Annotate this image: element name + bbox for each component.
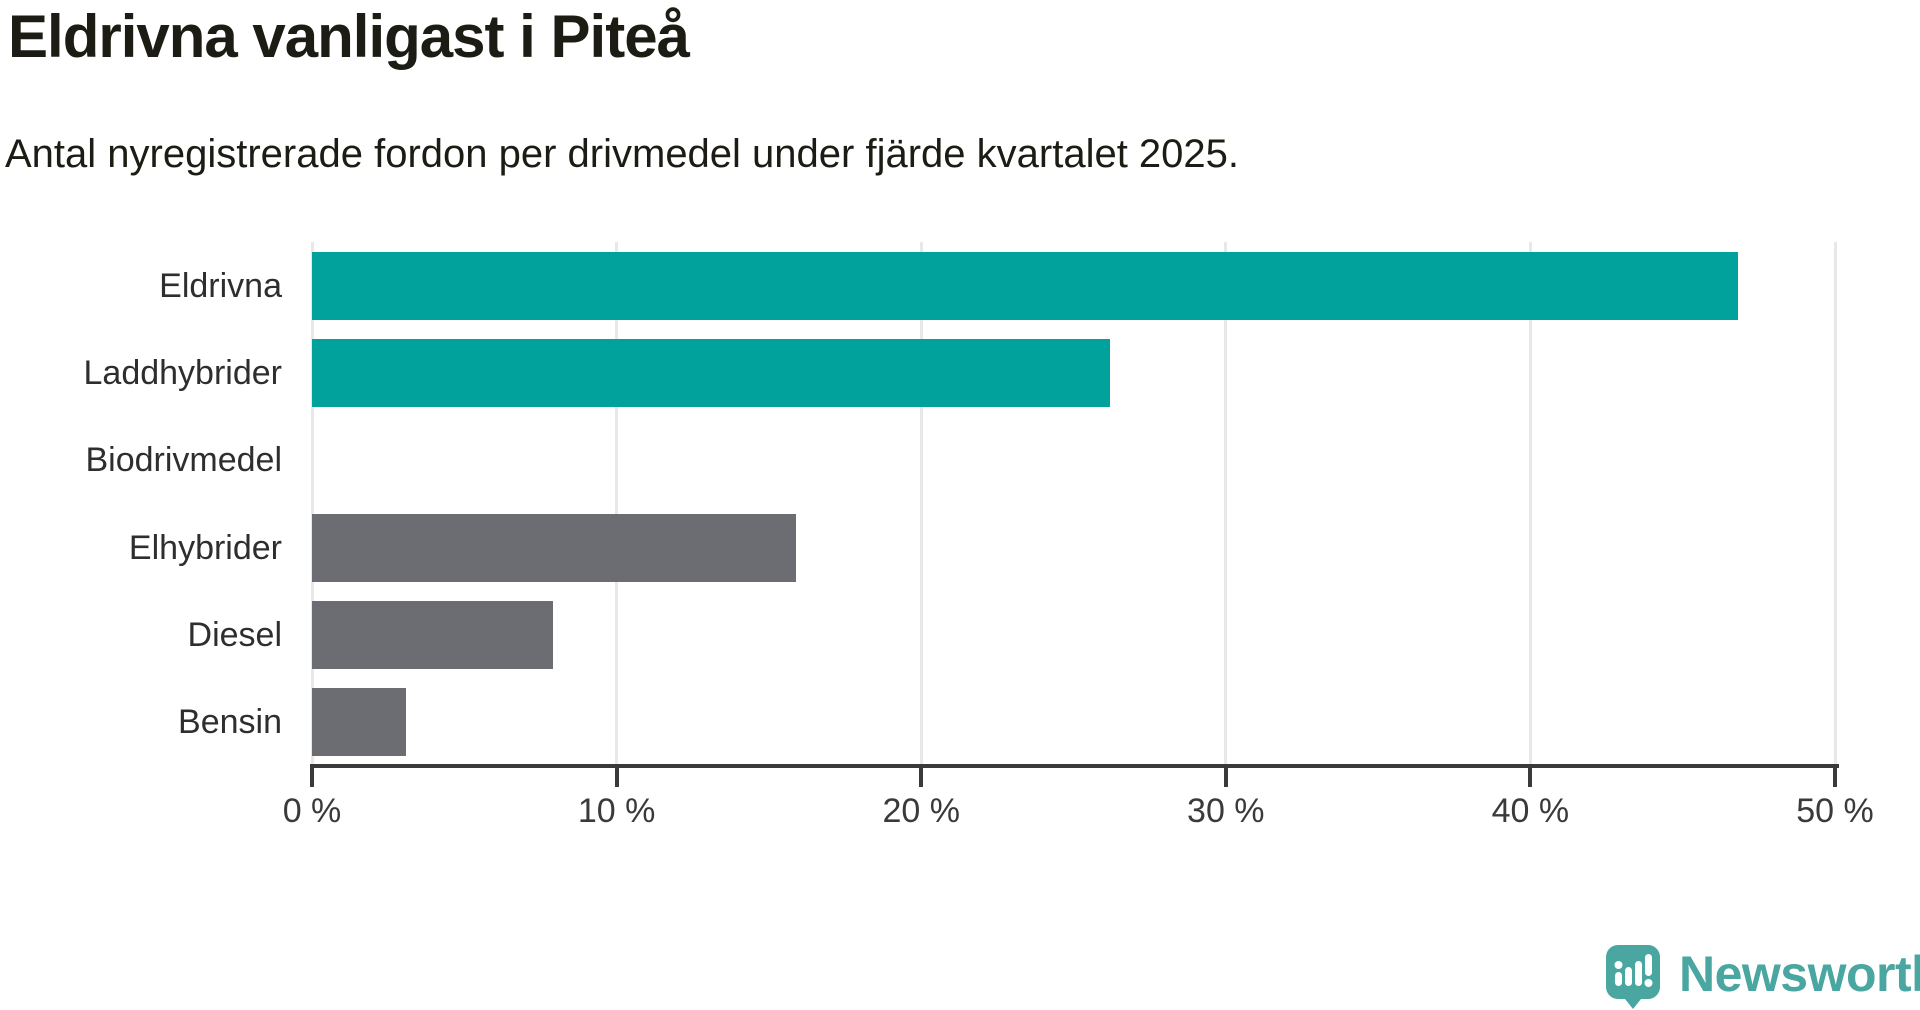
- chart-subtitle: Antal nyregistrerade fordon per drivmede…: [5, 132, 1240, 176]
- x-axis-tick-label-50: 50 %: [1796, 792, 1874, 830]
- gridline-20: [919, 242, 923, 766]
- bar-diesel: [312, 601, 553, 669]
- gridline-50: [1833, 242, 1837, 766]
- chart-title: Eldrivna vanligast i Piteå: [8, 3, 690, 70]
- x-axis-tick-0: [310, 764, 314, 787]
- plot-area: [310, 242, 1837, 766]
- newsworthy-logo-text: Newsworthy: [1679, 946, 1920, 1002]
- bar-laddhybrider: [312, 339, 1111, 407]
- category-label-diesel: Diesel: [187, 616, 282, 654]
- x-axis-tick-label-20: 20 %: [882, 792, 960, 830]
- bar-elhybrider: [312, 513, 797, 582]
- x-axis-tick-40: [1528, 764, 1533, 787]
- category-label-bensin: Bensin: [178, 703, 282, 742]
- x-axis-tick-label-0: 0 %: [282, 792, 342, 830]
- x-axis-tick-50: [1833, 764, 1837, 787]
- category-label-biodrivmedel: Biodrivmedel: [85, 441, 282, 480]
- gridline-10: [615, 242, 619, 766]
- x-axis-line: [310, 764, 1839, 768]
- x-axis-tick-label-10: 10 %: [577, 792, 656, 830]
- x-axis-tick-20: [919, 764, 924, 787]
- gridline-0: [310, 242, 314, 766]
- x-axis-tick-label-40: 40 %: [1491, 792, 1570, 830]
- x-axis-tick-label-30: 30 %: [1187, 792, 1265, 830]
- gridline-40: [1528, 242, 1532, 766]
- bar-eldrivna: [312, 251, 1738, 320]
- gridline-30: [1224, 242, 1228, 766]
- newsworthy-logo-icon: [1606, 945, 1661, 1010]
- category-label-laddhybrider: Laddhybrider: [83, 354, 282, 392]
- category-label-elhybrider: Elhybrider: [128, 528, 282, 567]
- category-label-eldrivna: Eldrivna: [159, 266, 282, 305]
- newsworthy-logo: Newsworthy: [1606, 945, 1920, 1010]
- x-axis-tick-10: [614, 764, 619, 787]
- bar-bensin: [312, 688, 407, 757]
- x-axis-tick-30: [1223, 764, 1228, 787]
